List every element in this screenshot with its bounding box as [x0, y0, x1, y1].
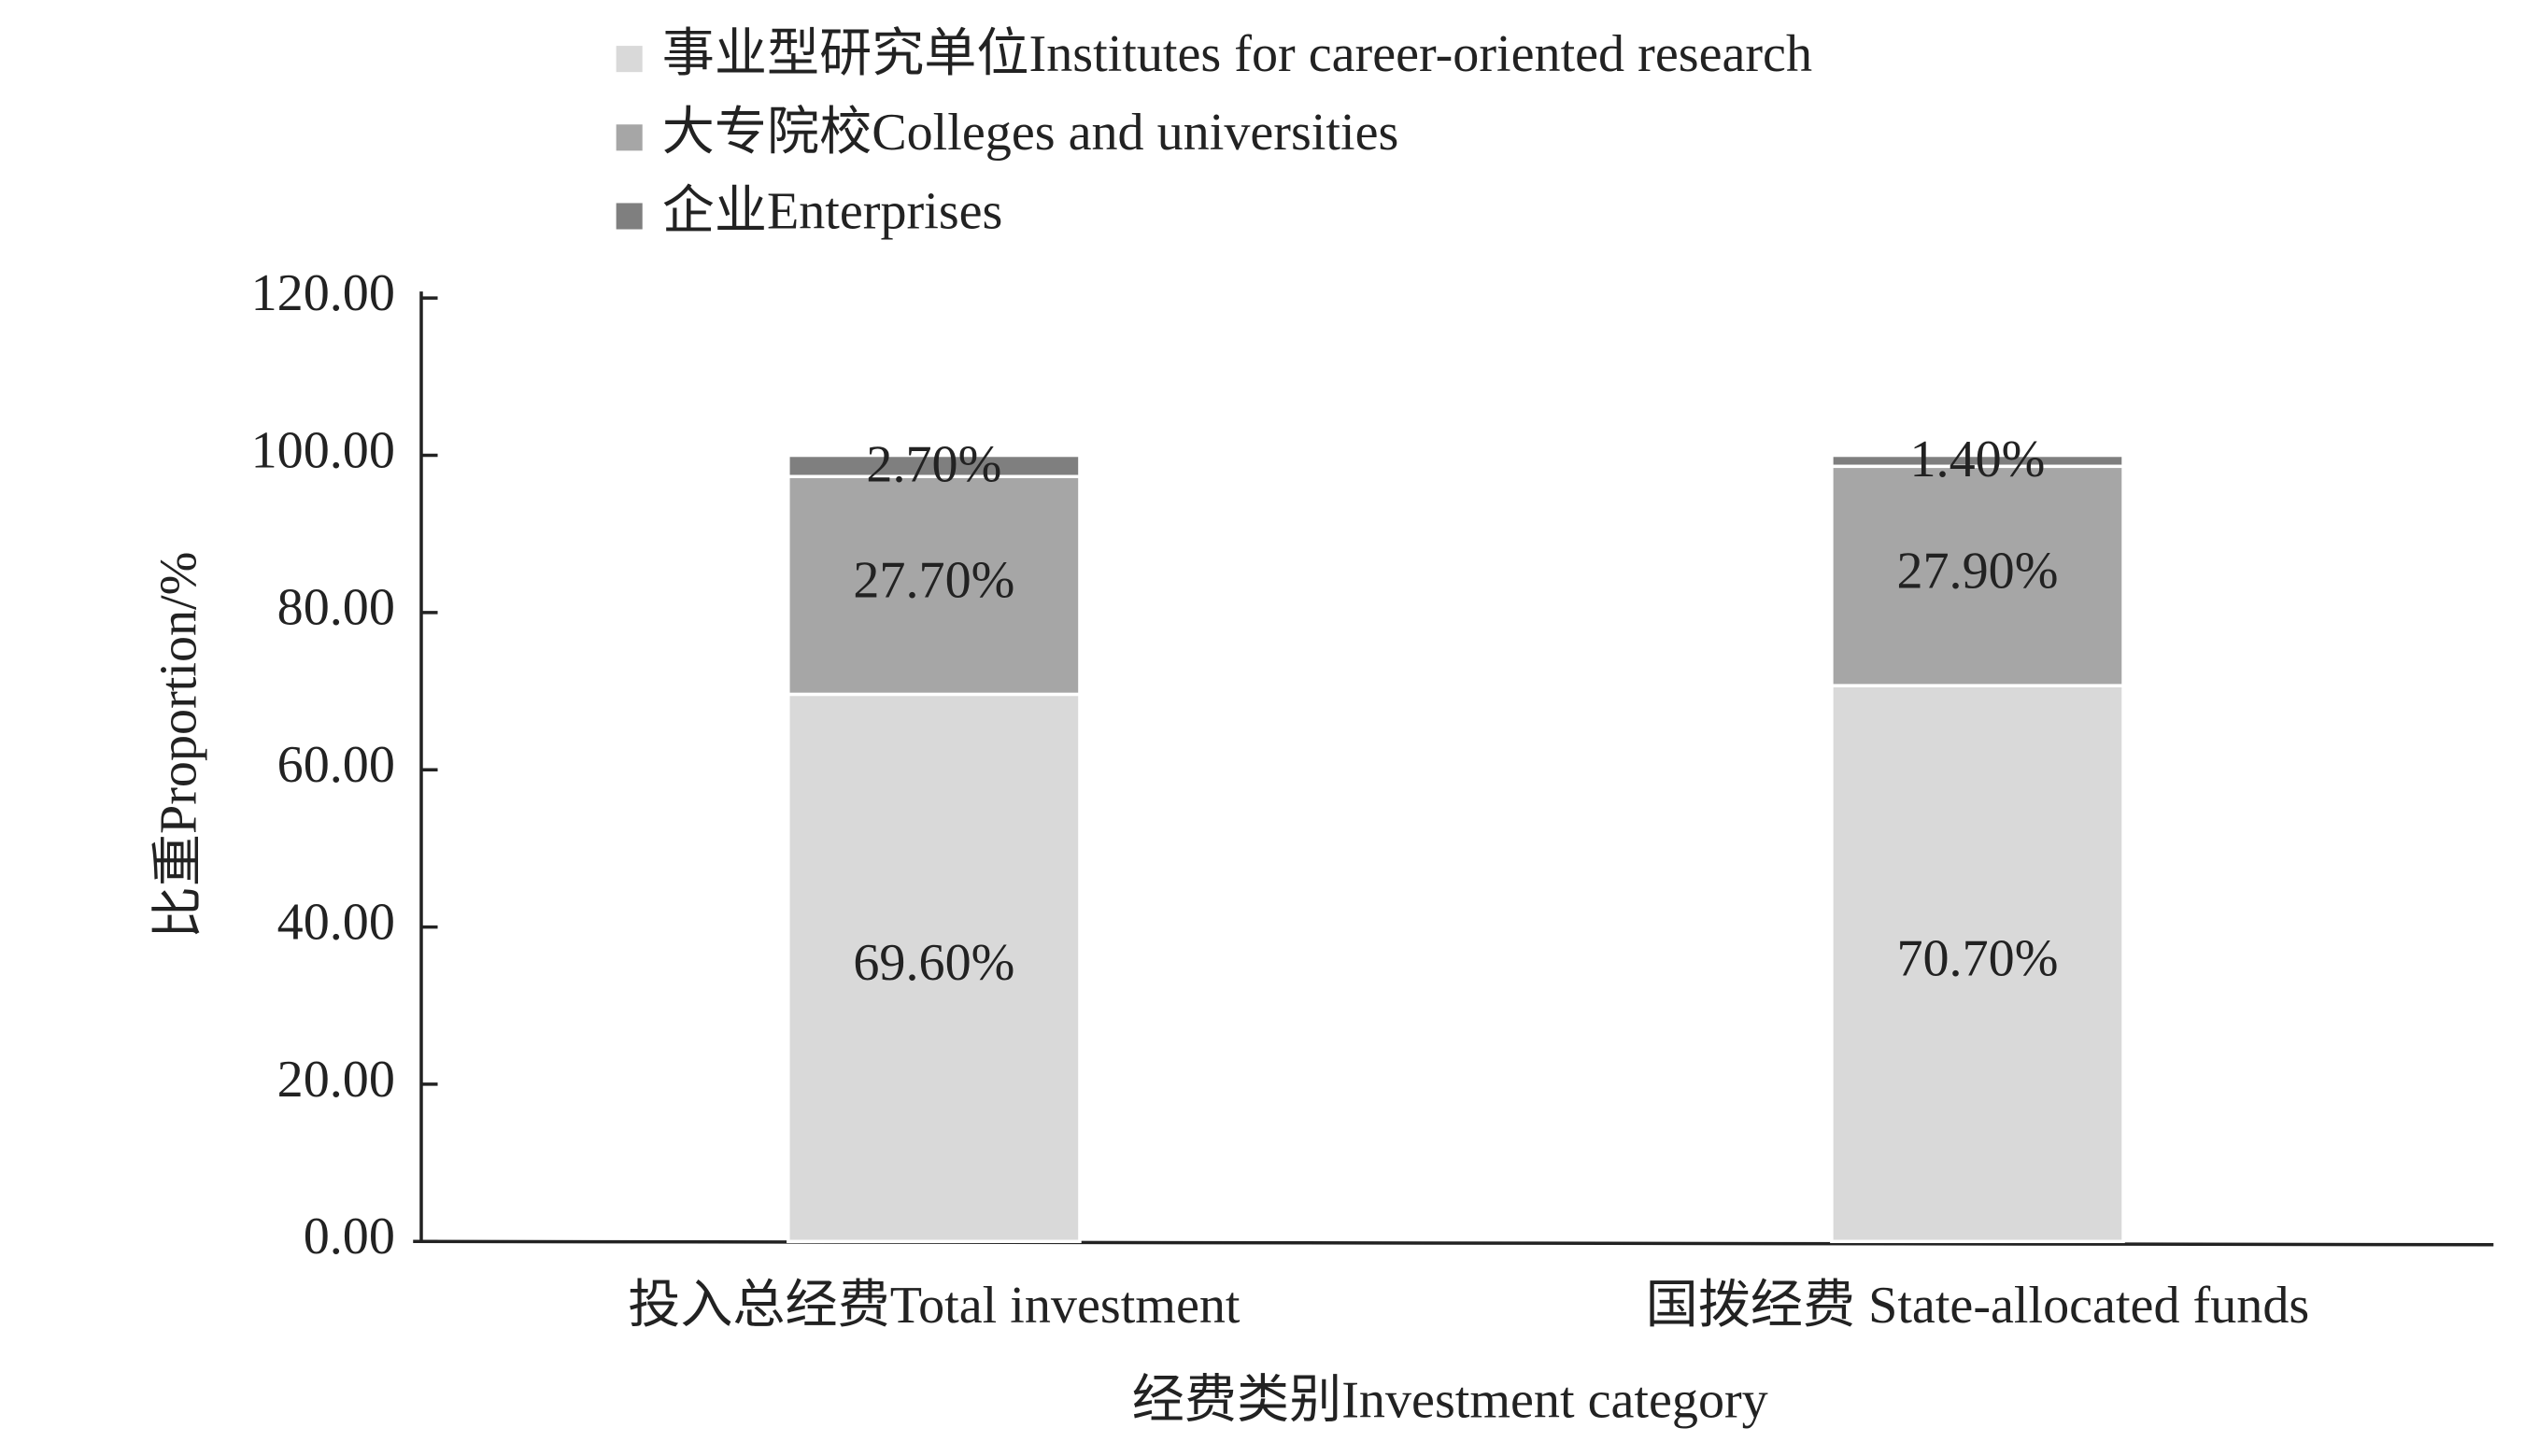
y-tick-label: 120.00 [251, 264, 395, 322]
bar-segment [1830, 684, 2125, 1244]
data-label: 27.70% [853, 552, 1014, 610]
y-tick-label: 100.00 [251, 421, 395, 479]
legend-label: 事业型研究单位Institutes for career-oriented re… [662, 25, 1812, 83]
y-axis-title: 比重Proportion/% [150, 552, 208, 940]
data-label: 27.90% [1896, 543, 2058, 601]
data-label: 69.60% [853, 934, 1014, 992]
x-tick-label: 国拨经费 State-allocated funds [1646, 1277, 2310, 1335]
legend-swatch [616, 203, 643, 230]
y-tick-label: 20.00 [277, 1051, 395, 1109]
bar-segment [1830, 453, 2125, 469]
legend-label: 企业Enterprises [662, 182, 1003, 240]
bar-segment [787, 474, 1082, 697]
x-axis-title: 经费类别Investment category [1132, 1372, 1768, 1430]
legend-swatch [616, 46, 643, 73]
y-tick-label: 0.00 [304, 1208, 395, 1265]
bar-segment [1830, 464, 2125, 687]
data-label: 1.40% [1909, 431, 2045, 488]
x-tick-label: 投入总经费Total investment [628, 1277, 1241, 1335]
y-tick-label: 40.00 [277, 893, 395, 951]
x-axis [413, 1239, 2494, 1247]
data-label: 2.70% [866, 435, 1001, 493]
y-tick-label: 80.00 [277, 579, 395, 637]
bar-segment [787, 453, 1082, 478]
legend-swatch [616, 124, 643, 151]
y-tick-label: 60.00 [277, 736, 395, 794]
data-label: 70.70% [1896, 930, 2058, 988]
legend-label: 大专院校Colleges and universities [662, 104, 1399, 162]
bar-segment [787, 692, 1082, 1244]
